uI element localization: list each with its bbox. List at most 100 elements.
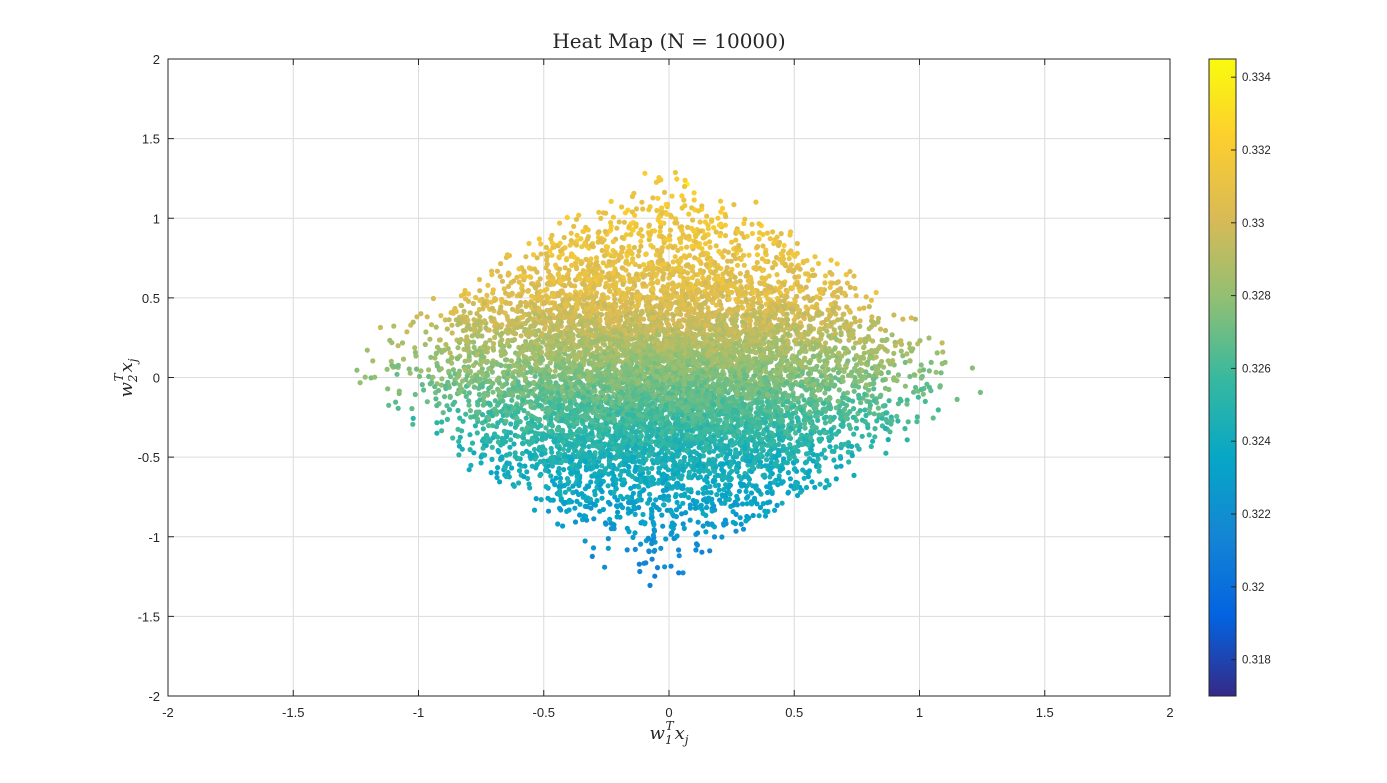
scatter-point [785, 490, 791, 496]
scatter-point [568, 230, 574, 236]
scatter-point [672, 169, 679, 176]
scatter-point [646, 207, 652, 213]
scatter-point [715, 215, 721, 221]
scatter-point [476, 391, 482, 398]
scatter-point [638, 227, 644, 233]
scatter-point [977, 389, 984, 395]
scatter-point [507, 444, 513, 450]
scatter-point [851, 406, 857, 412]
scatter-point [391, 323, 397, 329]
scatter-point [737, 343, 744, 349]
scatter-point [713, 243, 719, 249]
scatter-point [565, 481, 571, 487]
scatter-point [915, 394, 921, 400]
scatter-point [616, 219, 622, 225]
scatter-point [573, 216, 580, 222]
scatter-point [602, 564, 608, 570]
scatter-point [520, 441, 526, 447]
scatter-point [538, 497, 544, 503]
scatter-point [705, 305, 711, 311]
scatter-point [833, 444, 839, 450]
scatter-point [862, 407, 868, 413]
scatter-point [743, 488, 749, 494]
scatter-point [723, 214, 729, 220]
scatter-point [456, 452, 462, 458]
scatter-point [590, 545, 597, 551]
scatter-point [834, 261, 840, 267]
scatter-point [729, 239, 735, 245]
scatter-point [748, 490, 755, 496]
scatter-point [814, 378, 820, 384]
scatter-point [668, 563, 674, 569]
scatter-point [680, 570, 686, 576]
scatter-point [757, 230, 763, 236]
scatter-point [574, 232, 580, 238]
scatter-point [443, 341, 449, 348]
chart-title: Heat Map (N = 10000) [552, 29, 785, 53]
scatter-point [914, 414, 920, 420]
scatter-point [646, 222, 652, 228]
scatter-point [410, 421, 416, 427]
scatter-point [619, 234, 625, 241]
scatter-point [669, 193, 675, 199]
scatter-point [413, 366, 420, 372]
scatter-point [568, 470, 574, 476]
scatter-point [449, 330, 455, 336]
scatter-point [720, 368, 726, 375]
scatter-point [850, 398, 856, 404]
scatter-point [869, 393, 875, 399]
scatter-point [774, 272, 780, 278]
scatter-point [829, 271, 835, 277]
scatter-point [556, 465, 562, 472]
scatter-point [690, 217, 696, 223]
scatter-point [824, 478, 830, 484]
scatter-point [547, 248, 553, 254]
scatter-point [548, 473, 554, 479]
scatter-point [737, 271, 743, 277]
scatter-point [511, 483, 517, 489]
scatter-point [662, 461, 668, 467]
scatter-point [416, 373, 423, 379]
scatter-point [395, 343, 401, 349]
scatter-point [733, 237, 739, 243]
scatter-point [822, 273, 829, 279]
scatter-point [742, 216, 748, 222]
scatter-point [434, 420, 440, 426]
scatter-point [605, 545, 611, 551]
scatter-point [471, 450, 477, 456]
scatter-point [902, 383, 909, 389]
scatter-point [822, 280, 828, 286]
scatter-point [904, 401, 910, 407]
scatter-point [954, 396, 960, 402]
scatter-point [710, 270, 717, 276]
scatter-point [463, 411, 469, 417]
scatter-point [776, 476, 782, 482]
scatter-point [716, 248, 722, 254]
scatter-point [490, 423, 496, 429]
scatter-point [624, 547, 630, 553]
scatter-point [612, 296, 618, 302]
scatter-point [523, 415, 529, 421]
scatter-point [895, 372, 902, 378]
scatter-point [817, 481, 823, 487]
scatter-point [449, 354, 455, 360]
scatter-point [811, 354, 817, 360]
scatter-point [564, 214, 570, 221]
scatter-point [680, 500, 686, 506]
scatter-point [577, 512, 583, 518]
scatter-point [467, 368, 473, 375]
scatter-point [632, 511, 638, 517]
scatter-point [494, 268, 500, 274]
scatter-point [489, 305, 495, 311]
scatter-point [426, 367, 432, 373]
scatter-point [467, 447, 473, 453]
scatter-point [883, 450, 889, 456]
scatter-point [868, 297, 875, 303]
scatter-point [865, 425, 871, 431]
scatter-point [516, 266, 522, 272]
scatter-point [599, 495, 605, 501]
scatter-point [619, 204, 625, 210]
scatter-point [935, 407, 941, 413]
scatter-point [592, 488, 598, 494]
scatter-point [658, 545, 664, 551]
